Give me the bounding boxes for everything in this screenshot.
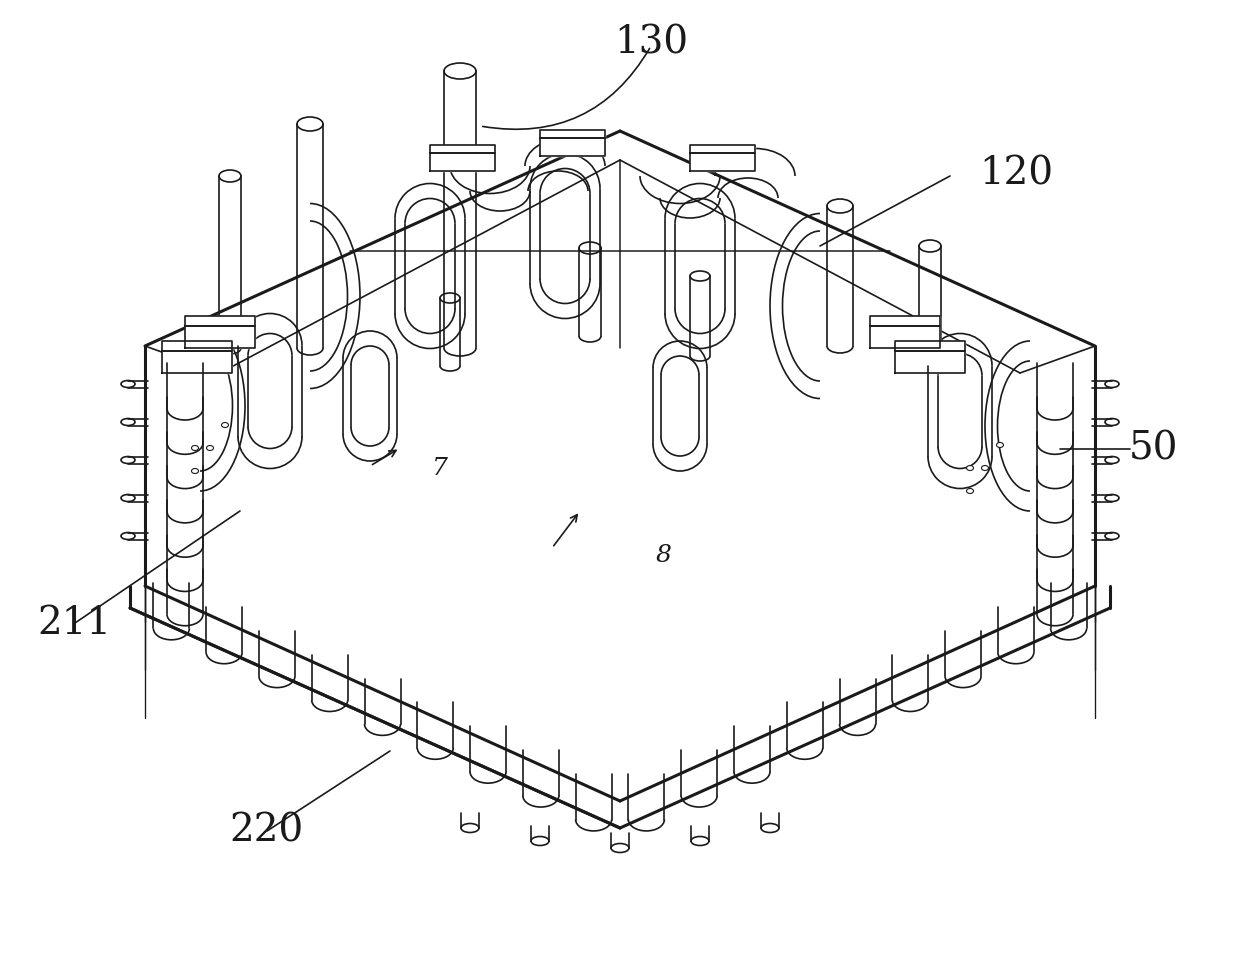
Ellipse shape	[966, 466, 973, 470]
Ellipse shape	[1105, 418, 1118, 425]
Text: 130: 130	[614, 25, 688, 62]
Ellipse shape	[997, 442, 1003, 447]
Ellipse shape	[689, 271, 711, 281]
Text: 50: 50	[1128, 431, 1178, 468]
Text: 120: 120	[980, 156, 1054, 192]
Text: 8: 8	[656, 544, 671, 567]
Polygon shape	[162, 341, 232, 351]
Ellipse shape	[191, 469, 198, 473]
Ellipse shape	[1105, 381, 1118, 387]
Ellipse shape	[461, 823, 479, 833]
Ellipse shape	[122, 495, 135, 501]
Ellipse shape	[982, 466, 988, 470]
Polygon shape	[430, 153, 495, 171]
Ellipse shape	[222, 422, 228, 428]
Polygon shape	[895, 351, 965, 373]
Ellipse shape	[827, 199, 853, 213]
Ellipse shape	[1105, 495, 1118, 501]
Ellipse shape	[919, 240, 941, 252]
Text: 7: 7	[433, 457, 448, 480]
Text: 220: 220	[229, 812, 304, 849]
Ellipse shape	[444, 63, 476, 79]
Polygon shape	[539, 138, 605, 156]
Ellipse shape	[531, 837, 549, 845]
Ellipse shape	[1105, 532, 1118, 539]
Ellipse shape	[579, 242, 601, 254]
Polygon shape	[689, 145, 755, 153]
Ellipse shape	[298, 117, 322, 131]
Polygon shape	[539, 130, 605, 138]
Ellipse shape	[440, 293, 460, 303]
Ellipse shape	[1105, 457, 1118, 464]
Ellipse shape	[966, 489, 973, 494]
Polygon shape	[430, 145, 495, 153]
Ellipse shape	[122, 381, 135, 387]
Polygon shape	[185, 326, 255, 348]
Ellipse shape	[122, 532, 135, 539]
Ellipse shape	[761, 823, 779, 833]
Ellipse shape	[611, 843, 629, 853]
Polygon shape	[689, 153, 755, 171]
Polygon shape	[870, 326, 940, 348]
Ellipse shape	[207, 445, 213, 450]
Ellipse shape	[691, 837, 709, 845]
Ellipse shape	[122, 418, 135, 425]
Ellipse shape	[191, 445, 198, 450]
Ellipse shape	[122, 457, 135, 464]
Polygon shape	[895, 341, 965, 351]
Polygon shape	[185, 316, 255, 326]
Polygon shape	[162, 351, 232, 373]
Polygon shape	[870, 316, 940, 326]
Text: 211: 211	[37, 605, 112, 641]
Ellipse shape	[219, 170, 241, 182]
